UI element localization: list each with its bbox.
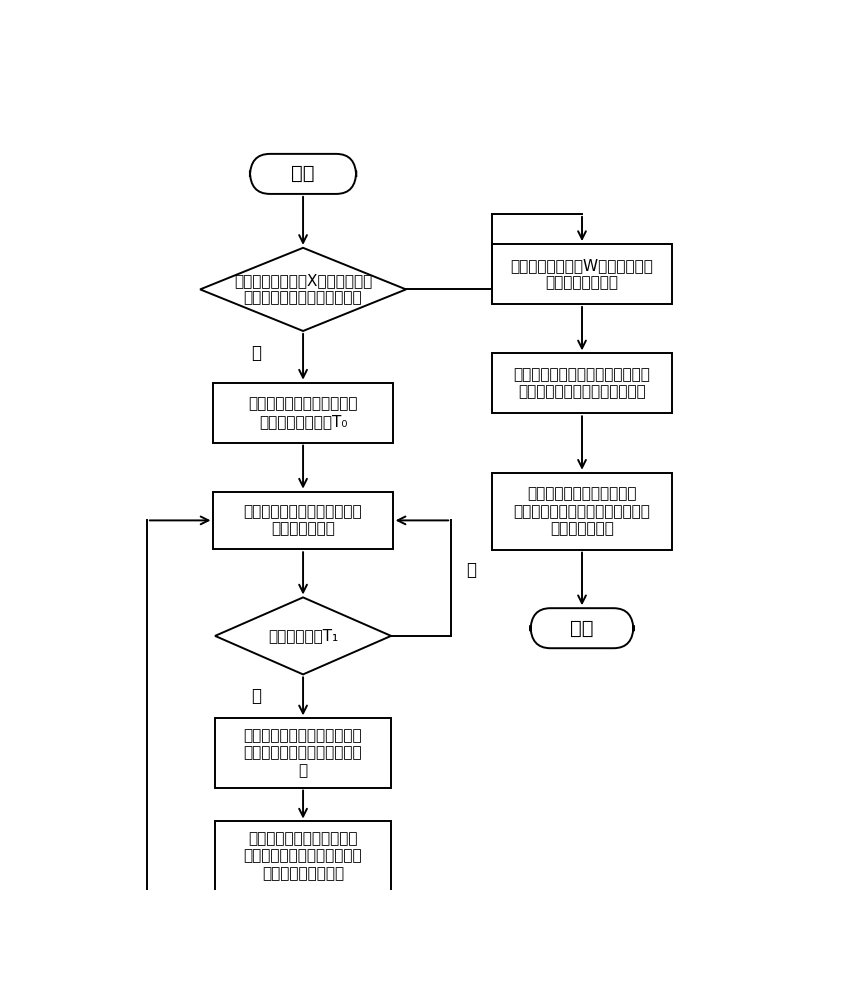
Bar	[213, 383, 393, 443]
Text: 被试装置保持交班起始点工作
状态并进行计时: 被试装置保持交班起始点工作 状态并进行计时	[243, 504, 363, 537]
Bar	[215, 821, 391, 891]
FancyBboxPatch shape	[250, 154, 357, 194]
Text: 达到交班时长T₁: 达到交班时长T₁	[268, 628, 339, 643]
Text: 目标模拟装置关闭射频信号
目标运动平台和飞行转台执行
交班过程中控制指令: 目标模拟装置关闭射频信号 目标运动平台和飞行转台执行 交班过程中控制指令	[243, 831, 363, 881]
Polygon shape	[215, 597, 391, 674]
Text: 目标模拟装置开启射频信号
目标运动平台和飞行转台执行交班
结束后控制指令: 目标模拟装置开启射频信号 目标运动平台和飞行转台执行交班 结束后控制指令	[513, 486, 650, 536]
Text: 被试装置执行被动X波段工作状态
探测目标信息，满足交班条件: 被试装置执行被动X波段工作状态 探测目标信息，满足交班条件	[234, 273, 372, 306]
Polygon shape	[200, 248, 406, 331]
Text: 仿真控制系统采集并转发交班结束
标志，解算交班结束后控制指令: 仿真控制系统采集并转发交班结束 标志，解算交班结束后控制指令	[513, 367, 650, 400]
FancyBboxPatch shape	[530, 608, 633, 648]
Text: 被试装置进入交班工作状态
记录交班开始时刻T₀: 被试装置进入交班工作状态 记录交班开始时刻T₀	[249, 396, 358, 429]
Bar	[215, 718, 391, 788]
Text: 是: 是	[252, 344, 261, 362]
Bar	[213, 492, 393, 549]
Bar	[492, 473, 672, 550]
Text: 开始: 开始	[291, 164, 315, 183]
Text: 是: 是	[466, 561, 476, 579]
Bar	[492, 244, 672, 304]
Text: 否: 否	[252, 687, 261, 705]
Text: 仿真控制系统采集并转发交班
标志，解算交班过程中控制指
令: 仿真控制系统采集并转发交班 标志，解算交班过程中控制指 令	[243, 728, 363, 778]
Bar	[492, 353, 672, 413]
Text: 结束: 结束	[570, 619, 594, 638]
Text: 被试装置开启主动W波段工作状态
给出交班结束标志: 被试装置开启主动W波段工作状态 给出交班结束标志	[511, 258, 653, 290]
